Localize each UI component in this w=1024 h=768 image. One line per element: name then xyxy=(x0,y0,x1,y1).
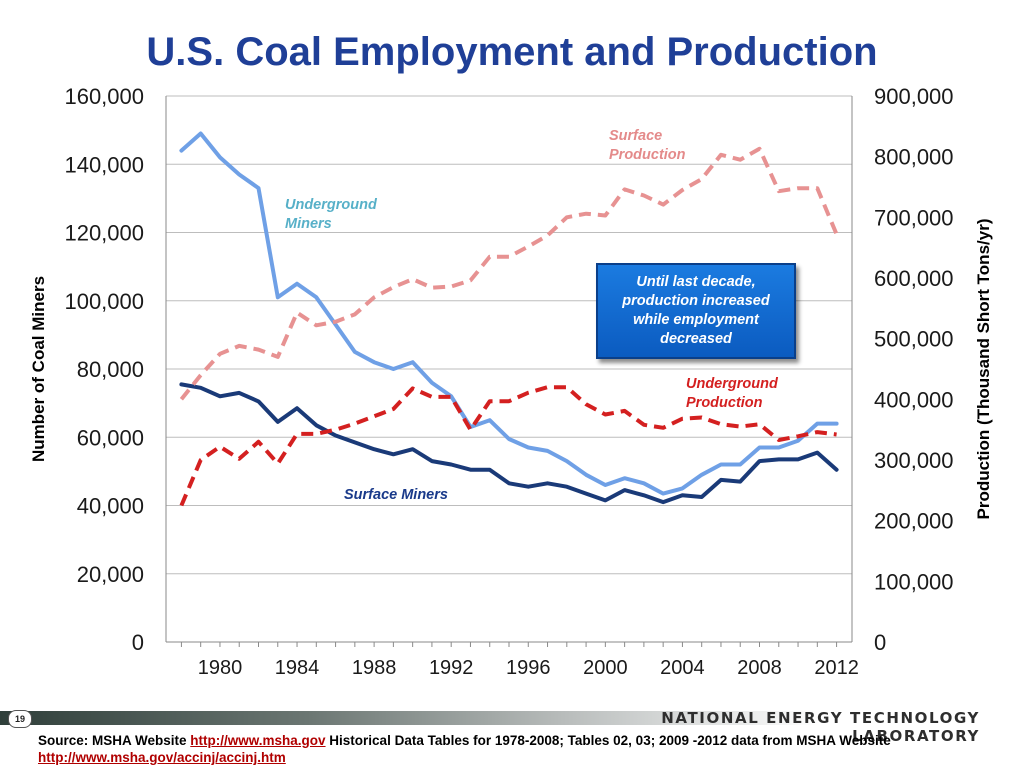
y-tick-label: 0 xyxy=(132,630,144,655)
series-line xyxy=(179,131,839,496)
chart-grid xyxy=(166,95,852,643)
chart-labels: Underground Miners Surface Miners Surface Pr… xyxy=(285,128,779,503)
series-line xyxy=(179,385,837,507)
series-label: Underground Miners xyxy=(285,197,378,232)
series-line xyxy=(179,382,839,505)
lab-name-logo: NATIONAL ENERGY TECHNOLOGY LABORATORY xyxy=(661,709,980,745)
y2-tick-label: 700,000 xyxy=(874,205,954,230)
y-tick-label: 20,000 xyxy=(77,562,144,587)
x-tick-label: 2008 xyxy=(737,657,782,679)
y2-tick-label: 900,000 xyxy=(874,84,954,109)
y2-tick-label: 0 xyxy=(874,630,886,655)
y2-axis-title: Production (Thousand Short Tons/yr) xyxy=(974,219,993,520)
y2-tick-label: 300,000 xyxy=(874,448,954,473)
y-tick-label: 60,000 xyxy=(77,425,144,450)
y2-tick-label: 100,000 xyxy=(874,569,954,594)
series-label: Underground Production xyxy=(686,376,779,411)
series-line xyxy=(179,146,839,401)
source-link-accinj[interactable]: http://www.msha.gov/accinj/accinj.htm xyxy=(38,750,286,765)
x-tick-label: 1984 xyxy=(275,657,320,679)
x-tick-label: 2000 xyxy=(583,657,628,679)
source-link-msha[interactable]: http://www.msha.gov xyxy=(190,733,326,748)
x-tick-label: 2012 xyxy=(814,657,859,679)
x-tick-label: 2004 xyxy=(660,657,705,679)
callout-box: Until last decade, production increased … xyxy=(596,263,796,359)
x-tick-label: 1992 xyxy=(429,657,474,679)
y-tick-label: 140,000 xyxy=(64,152,144,177)
page-title: U.S. Coal Employment and Production xyxy=(146,30,878,74)
y-tick-label: 160,000 xyxy=(64,84,144,109)
chart-series xyxy=(179,131,839,507)
y2-tick-label: 800,000 xyxy=(874,145,954,170)
y-tick-label: 120,000 xyxy=(64,221,144,246)
y2-tick-label: 600,000 xyxy=(874,266,954,291)
y-tick-label: 40,000 xyxy=(77,494,144,519)
page-number: 19 xyxy=(8,710,32,728)
source-note: Source: MSHA Website http://www.msha.gov… xyxy=(38,732,998,766)
x-tick-label: 1996 xyxy=(506,657,551,679)
source-prefix: Source: MSHA Website xyxy=(38,733,191,748)
x-tick-label: 1988 xyxy=(352,657,397,679)
y-axis-title: Number of Coal Miners xyxy=(29,276,48,462)
chart-axes: 0 20,000 40,000 60,000 80,000 100,000 120,000 1… xyxy=(29,84,993,679)
y2-tick-label: 500,000 xyxy=(874,327,954,352)
footer-bar xyxy=(0,711,1024,725)
series-label: Surface Miners xyxy=(344,487,448,503)
y-tick-label: 100,000 xyxy=(64,289,144,314)
chart: 0 20,000 40,000 60,000 80,000 100,000 120,000 1… xyxy=(29,84,993,679)
source-middle: Historical Data Tables for 1978-2008; Ta… xyxy=(325,733,891,748)
y2-tick-label: 200,000 xyxy=(874,509,954,534)
y-tick-label: 80,000 xyxy=(77,357,144,382)
y2-tick-label: 400,000 xyxy=(874,387,954,412)
x-tick-label: 1980 xyxy=(198,657,243,679)
series-label: Surface Production xyxy=(609,128,686,163)
